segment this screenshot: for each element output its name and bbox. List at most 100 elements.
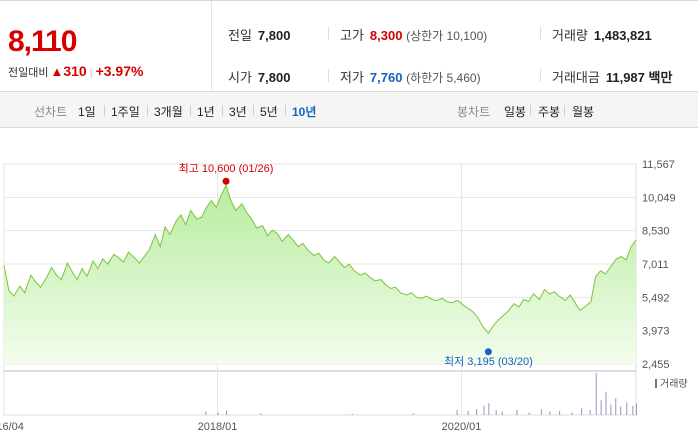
change-amount: 310 [63,63,87,79]
candle-daily[interactable]: 일봉 [504,105,527,119]
period-divider [564,105,565,116]
volume-bar [620,406,622,415]
volume-bars [205,373,637,415]
low-annotation: 최저 3,195 (03/20) [444,355,533,368]
trade-value-amount: 11,987 백만 [605,70,673,85]
volume-bar [600,400,602,415]
up-triangle-icon: ▲ [50,64,64,79]
y-tick-label: 8,530 [642,226,670,238]
low-price: 저가 7,760 (하한가 5,460) [340,67,481,86]
divider [540,69,541,82]
volume-bar [610,404,612,415]
price-change: 전일대비 ▲310 | +3.97% [8,63,143,80]
volume-bar [615,398,617,415]
volume-bar [516,409,518,415]
period-10y[interactable]: 10년 [292,105,317,119]
candle-weekly[interactable]: 주봉 [538,105,561,119]
stock-summary-panel: 8,110 전일대비 ▲310 | +3.97% 전일 7,800 시가 7,800 고가… [0,0,698,92]
volume-bar [495,409,497,415]
period-5y[interactable]: 5년 [260,105,278,119]
price-line [3,183,637,335]
volume-legend-swatch [655,379,657,388]
volume-bar [456,409,458,415]
volume-bar [205,411,207,415]
prev-close: 전일 7,800 [228,25,290,44]
high-annotation: 최고 10,600 (01/26) [179,162,274,175]
divider [328,27,329,40]
volume-value: 1,483,821 [593,28,652,43]
volume-bar [412,413,414,415]
y-axis-labels: 11,567 10,049 8,530 7,011 5,492 3,973 2,455 [642,159,676,371]
chart-period-bar: 선차트 1일 1주일 3개월 1년 3년 5년 10년 봉차트 일봉 주봉 월봉 [0,92,698,128]
volume-bar [549,411,551,415]
volume-bar [581,408,583,415]
x-tick-label: 2020/01 [442,421,482,433]
volume-bar [501,411,503,415]
volume-bar [226,410,228,415]
y-tick-label: 3,973 [642,326,670,338]
x-tick-label: 2018/01 [198,421,238,433]
lower-limit: (하한가 5,460) [406,71,481,85]
high-value: 8,300 [369,28,403,43]
upper-limit: (상한가 10,100) [406,29,488,43]
volume-bar [636,403,637,415]
change-percent: +3.97% [95,63,144,79]
x-tick-label: 2016/04 [0,421,24,433]
volume-bar [571,412,573,415]
volume-bar [595,373,597,415]
high-price: 고가 8,300 (상한가 10,100) [340,25,487,44]
volume-bar [632,405,634,415]
candle-chart-label: 봉차트 [457,105,491,119]
open-value: 7,800 [257,70,291,85]
price-chart: 11,567 10,049 8,530 7,011 5,492 3,973 2,455 20… [0,159,688,433]
change-label: 전일대비 [8,67,49,79]
y-tick-label: 11,567 [642,159,675,171]
current-price: 8,110 [8,25,77,58]
candle-monthly[interactable]: 월봉 [572,105,595,119]
low-marker [484,348,492,356]
volume-bar [260,413,262,415]
volume-bar [351,413,353,415]
volume-bar [488,403,490,415]
low-label: 저가 [340,70,364,85]
period-3y[interactable]: 3년 [229,105,247,119]
volume-bar [483,405,485,415]
volume: 거래량 1,483,821 [552,25,652,44]
volume-bar [605,391,607,415]
period-divider [253,105,254,116]
period-divider [190,105,191,116]
volume-bar [528,412,530,415]
trade-value: 거래대금 11,987 백만 [552,67,672,86]
period-divider [147,105,148,116]
volume-bar [589,409,591,415]
period-1w[interactable]: 1주일 [111,105,140,119]
open-label: 시가 [228,70,252,85]
period-1d[interactable]: 1일 [78,105,96,119]
divider [328,69,329,82]
period-divider [222,105,223,116]
period-divider [530,105,531,116]
period-1y[interactable]: 1년 [197,105,215,119]
period-divider [104,105,105,116]
volume-bar [540,409,542,415]
period-3m[interactable]: 3개월 [154,105,183,119]
volume-legend: 거래량 [660,378,688,390]
period-divider [285,105,286,116]
y-tick-label: 5,492 [642,292,670,304]
line-chart-label: 선차트 [34,105,68,119]
volume-bar [559,410,561,415]
trade-value-label: 거래대금 [552,70,600,85]
volume-label: 거래량 [552,28,588,43]
change-divider: | [89,67,93,79]
high-marker [222,177,230,185]
x-axis-labels: 2016/04 2018/01 2020/01 [0,421,481,433]
volume-bar [467,410,469,415]
open-price: 시가 7,800 [228,67,290,86]
price-area-fill [4,185,636,364]
prev-close-label: 전일 [228,28,252,43]
y-tick-label: 7,011 [642,259,669,271]
high-label: 고가 [340,28,364,43]
prev-close-value: 7,800 [257,28,291,43]
volume-bar [626,402,628,415]
volume-bar [217,412,219,415]
